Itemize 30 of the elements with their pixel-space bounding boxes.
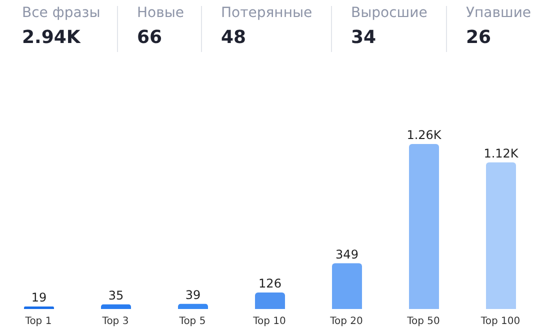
bar — [332, 263, 362, 309]
data-label: 349 — [336, 247, 358, 262]
x-tick-label: Top 10 — [252, 316, 286, 328]
text: 48 — [221, 27, 248, 48]
text: Упавшие — [466, 5, 532, 21]
text: 26 — [466, 27, 492, 48]
data-label: 35 — [108, 288, 124, 302]
text: 34 — [351, 27, 378, 48]
bar — [409, 144, 439, 309]
x-tick-label: Top 50 — [406, 316, 440, 328]
bar — [101, 304, 131, 309]
data-label: 19 — [31, 290, 47, 305]
text: Потерянные — [221, 5, 312, 21]
text: Выросшие — [351, 5, 428, 21]
bar — [486, 162, 516, 309]
data-label: 1.26K — [406, 128, 442, 142]
text: Все фразы — [22, 5, 100, 21]
bar — [255, 292, 285, 309]
x-tick-label: Top 3 — [101, 316, 129, 328]
text: 2.94K — [22, 27, 82, 48]
text: 66 — [137, 27, 164, 48]
data-label: 39 — [185, 288, 201, 302]
x-tick-label: Top 1 — [24, 316, 52, 328]
x-tick-label: Top 20 — [329, 316, 363, 328]
x-tick-label: Top 5 — [178, 316, 206, 328]
data-label: 126 — [258, 276, 282, 290]
data-label: 1.12K — [484, 146, 520, 160]
x-tick-label: Top 100 — [480, 316, 520, 328]
text: Новые — [137, 5, 184, 21]
bar — [178, 304, 208, 309]
